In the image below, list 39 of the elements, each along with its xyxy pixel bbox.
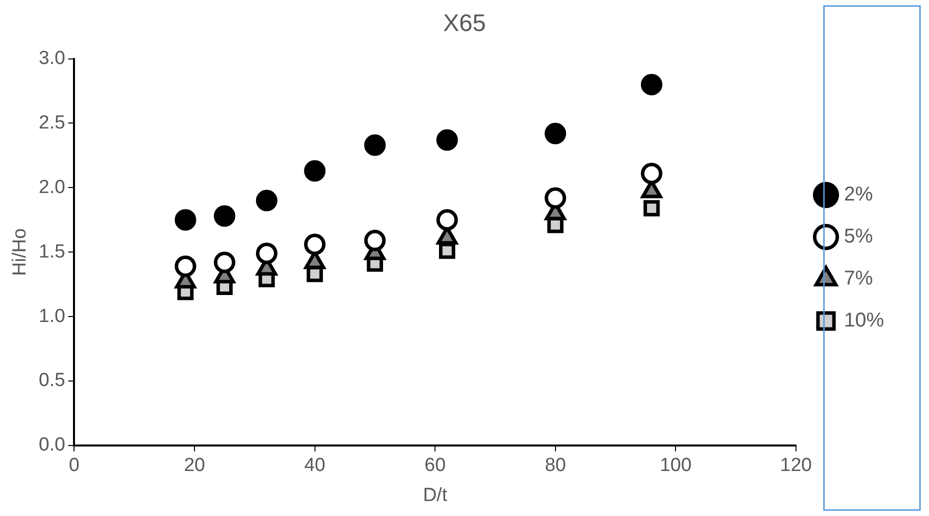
point: [256, 242, 278, 264]
point: [644, 200, 660, 216]
y-tick-label: 2.0: [38, 176, 66, 198]
point: [544, 122, 566, 144]
legend-label: 7%: [844, 268, 874, 290]
point: [436, 129, 458, 151]
x-tick-label: 40: [304, 455, 326, 476]
legend-label: 5%: [844, 226, 874, 248]
legend-label: 2%: [844, 184, 874, 206]
x-tick-label: 20: [184, 455, 206, 476]
point: [256, 190, 278, 212]
y-axis-title: Hi/Ho: [10, 228, 31, 276]
y-tick-label: 0.0: [38, 434, 66, 456]
point: [304, 234, 326, 256]
point: [640, 162, 662, 184]
point: [364, 230, 386, 252]
x-tick-label: 80: [544, 455, 566, 476]
x-tick-label: 0: [68, 455, 80, 476]
y-tick-label: 0.5: [38, 370, 66, 392]
point: [304, 160, 326, 182]
point: [436, 209, 458, 231]
y-tick-label: 1.5: [38, 241, 66, 262]
point: [174, 209, 196, 231]
x-tick-label: 100: [660, 455, 692, 476]
point: [214, 252, 236, 274]
point: [544, 187, 566, 209]
point: [439, 242, 456, 259]
point: [174, 256, 196, 278]
legend-label: 10%: [844, 310, 884, 332]
y-tick-label: 3.0: [38, 48, 66, 70]
point: [640, 74, 662, 96]
point: [214, 205, 236, 227]
x-tick-label: 60: [424, 455, 446, 476]
y-tick-label: 1.0: [38, 306, 66, 327]
x-axis-title: D/t: [422, 484, 448, 506]
y-tick-label: 2.5: [38, 112, 66, 134]
point: [364, 134, 386, 156]
chart-title: X65: [443, 10, 486, 38]
x-tick-label: 120: [780, 455, 812, 476]
